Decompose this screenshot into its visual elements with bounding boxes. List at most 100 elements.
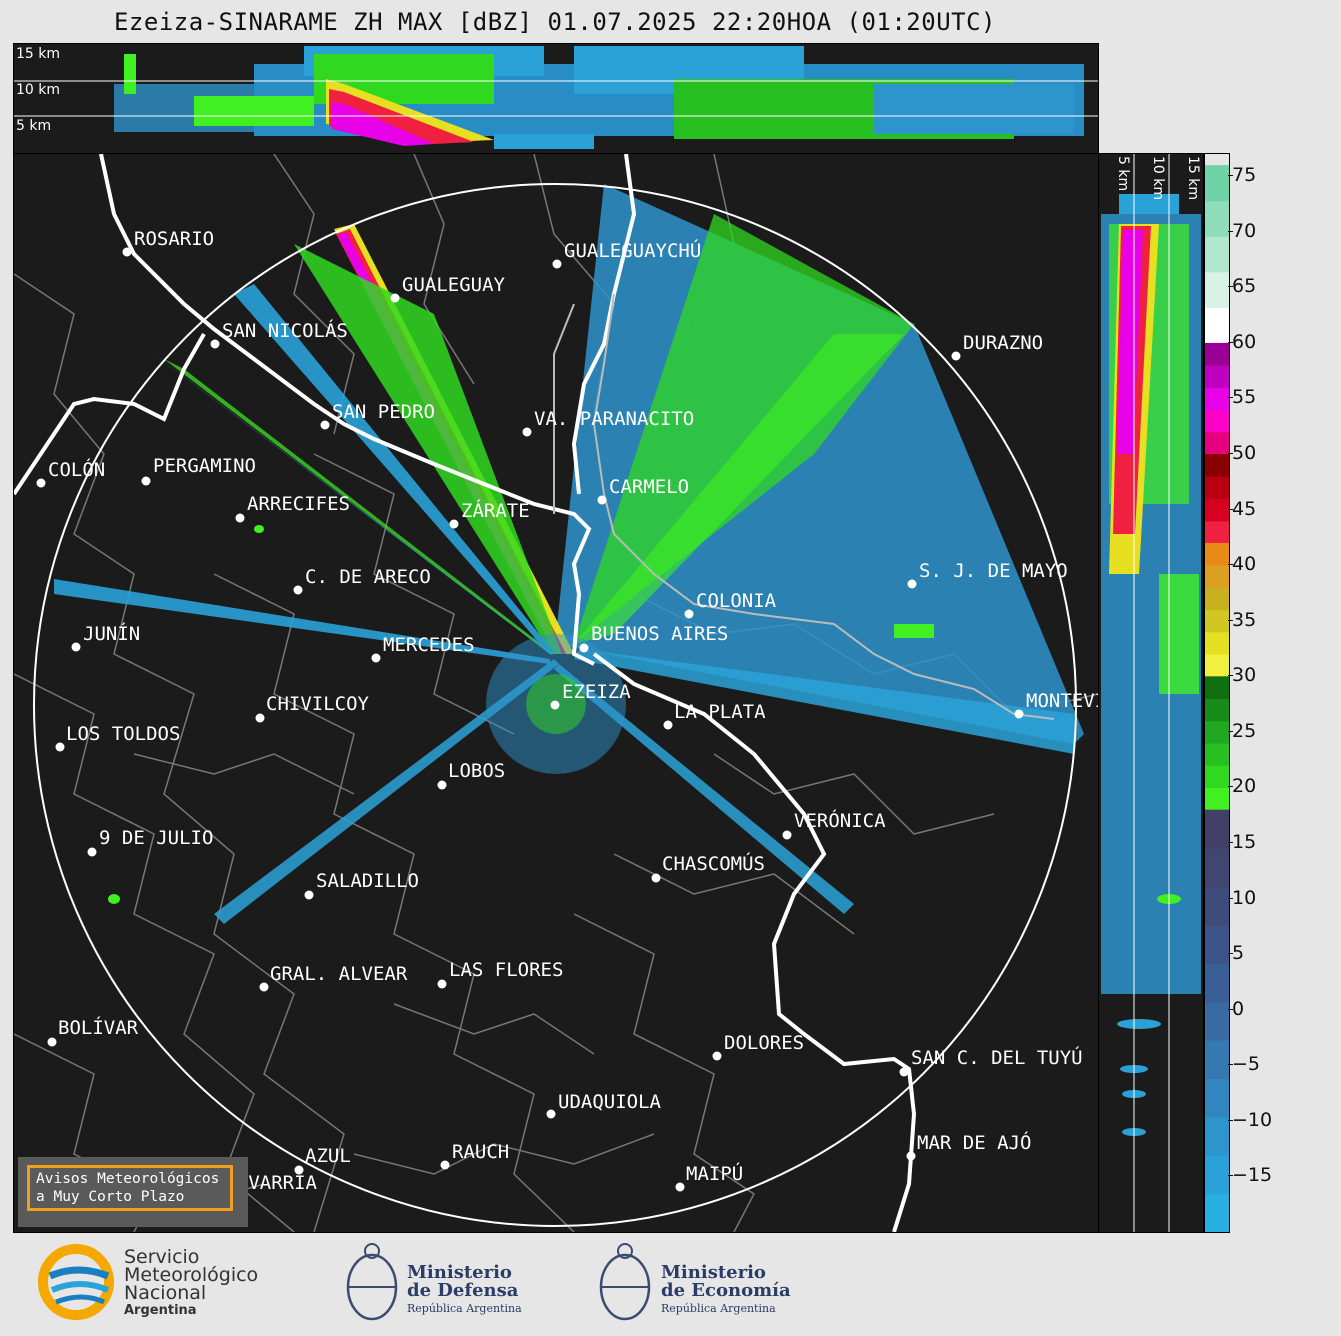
district-borders <box>14 154 1098 1232</box>
smn-logo-icon <box>38 1244 114 1320</box>
borders-international <box>553 293 1055 720</box>
city-label-BOLIVAR: BOLÍVAR <box>58 1016 139 1039</box>
smn-line4: Argentina <box>124 1303 197 1318</box>
avisos-badge[interactable]: Avisos Meteorológicos a Muy Corto Plazo <box>18 1157 248 1227</box>
smn-line3: Nacional <box>124 1282 207 1304</box>
city-BOLIVAR: BOLÍVAR <box>47 1016 139 1047</box>
defensa-line1: Ministerio <box>407 1262 512 1283</box>
city-label-MONTEVIDEO: MONTEVIDEO <box>1026 690 1098 712</box>
colorbar-band-3-5 <box>1205 542 1229 566</box>
city-VERONICA: VERÓNICA <box>782 808 886 840</box>
city-label-GUALEGUAY: GUALEGUAY <box>402 274 506 296</box>
colorbar-band-5-2 <box>1205 1116 1229 1156</box>
city-label-C-DE-ARECO: C. DE ARECO <box>305 566 431 588</box>
height-label-15km: 15 km <box>16 46 61 62</box>
colorbar-band-5-4 <box>1205 1040 1229 1079</box>
city-label-AZUL: AZUL <box>305 1145 351 1167</box>
city-label-DURAZNO: DURAZNO <box>963 332 1043 354</box>
city-label-LOBOS: LOBOS <box>448 760 505 782</box>
city-LOBOS: LOBOS <box>437 760 505 790</box>
colorbar-tick-label: −10 <box>1232 1108 1273 1131</box>
avisos-badge-frame: Avisos Meteorológicos a Muy Corto Plazo <box>27 1165 233 1211</box>
city-SAN-PEDRO: SAN PEDRO <box>320 401 435 430</box>
economia-line1: Ministerio <box>661 1262 766 1283</box>
city-label-S-J-DE-MAYO: S. J. DE MAYO <box>919 560 1068 582</box>
city-label-RAUCH: RAUCH <box>452 1141 509 1163</box>
city-S-J-DE-MAYO: S. J. DE MAYO <box>907 560 1068 589</box>
city-label-9-DE-JULIO: 9 DE JULIO <box>99 827 213 849</box>
radar-map-svg: ROSARIO GUALEGUAYCHÚ GUALEGUAY SAN NICOL… <box>14 154 1098 1232</box>
colorbar-tick-mark <box>1228 897 1233 899</box>
colorbar-band-4-3 <box>1205 720 1229 744</box>
colorbar-band-5-1 <box>1205 1155 1229 1195</box>
colorbar-band-1-2 <box>1205 387 1229 411</box>
city-CHIVILCOY: CHIVILCOY <box>255 693 370 723</box>
colorbar-band-0-1 <box>1205 271 1229 308</box>
coastlines <box>14 154 917 1232</box>
city-label-SAN-PEDRO: SAN PEDRO <box>332 401 435 423</box>
city-label-JUNIN: JUNÍN <box>83 622 140 645</box>
colorbar-band-0-3 <box>1205 200 1229 237</box>
city-LA-PLATA: LA PLATA <box>663 701 766 730</box>
colorbar-tick-mark <box>1228 175 1233 177</box>
colorbar-band-4-1 <box>1205 765 1229 788</box>
city-MAIPU: MAIPÚ <box>675 1161 743 1192</box>
city-label-CHASCOMUS: CHASCOMÚS <box>662 851 765 875</box>
colorbar-band-3-3 <box>1205 587 1229 611</box>
colorbar-tick-mark <box>1228 1008 1233 1010</box>
city-MAR-DE-AJO: MAR DE AJÓ <box>906 1130 1031 1161</box>
colorbar-band-3-4 <box>1205 565 1229 588</box>
colorbar-tick-label: 55 <box>1232 386 1257 409</box>
economia-shield-icon <box>599 1243 651 1321</box>
city-COLONIA: COLONIA <box>684 590 777 619</box>
city-label-LA-PLATA: LA PLATA <box>674 701 766 723</box>
height-label-10km: 10 km <box>16 82 61 98</box>
colorbar-band-2-0 <box>1205 520 1229 544</box>
city-markers: ROSARIO GUALEGUAYCHÚ GUALEGUAY SAN NICOL… <box>36 228 1098 1201</box>
city-DOLORES: DOLORES <box>712 1032 804 1061</box>
colorbar-tick-mark <box>1228 397 1233 399</box>
economia-line3: República Argentina <box>661 1302 776 1315</box>
city-label-VA-PARANACITO: VA. PARANACITO <box>534 408 694 430</box>
city-label-PERGAMINO: PERGAMINO <box>153 455 256 477</box>
city-label-VERONICA: VERÓNICA <box>794 808 886 832</box>
city-EZEIZA: EZEIZA <box>550 681 631 710</box>
colorbar-band-3-2 <box>1205 609 1229 633</box>
city-GUALEGUAYCHU: GUALEGUAYCHÚ <box>552 238 701 269</box>
colorbar-tick-mark <box>1228 953 1233 955</box>
colorbar-band-0-2 <box>1205 236 1229 273</box>
city-label-GRAL-ALVEAR: GRAL. ALVEAR <box>270 963 408 985</box>
defensa-wordmark: Ministerio de Defensa República Argentin… <box>407 1264 522 1318</box>
north-south-cross-section: 15 km 10 km 5 km <box>13 43 1099 154</box>
defensa-line2: de Defensa <box>407 1280 519 1301</box>
colorbar-band-5-0 <box>1205 1193 1229 1232</box>
colorbar-tick-mark <box>1228 508 1233 510</box>
city-LOS-TOLDOS: LOS TOLDOS <box>55 723 180 752</box>
city-label-COLONIA: COLONIA <box>696 590 777 612</box>
city-label-GUALEGUAYCHU: GUALEGUAYCHÚ <box>564 238 701 262</box>
side-echoes <box>1101 194 1201 1136</box>
city-SAN-NICOLAS: SAN NICOLÁS <box>210 319 348 349</box>
smn-line2: Meteorológico <box>124 1264 259 1286</box>
range-ring <box>33 183 1077 1227</box>
colorbar-band-3-1 <box>1205 631 1229 655</box>
colorbar-band-5-5 <box>1205 1001 1229 1041</box>
city-label-LOS-TOLDOS: LOS TOLDOS <box>66 723 180 745</box>
city-LAS-FLORES: LAS FLORES <box>437 959 563 989</box>
colorbar-tick-label: 70 <box>1232 219 1257 242</box>
colorbar-tick-label: 45 <box>1232 497 1257 520</box>
colorbar-band-1-1 <box>1205 409 1229 433</box>
colorbar-tick-label: 15 <box>1232 831 1257 854</box>
city-COLON: COLÓN <box>36 457 105 488</box>
colorbar-tick-mark <box>1228 1064 1233 1066</box>
city-label-LAS-FLORES: LAS FLORES <box>449 959 563 981</box>
economia-line2: de Economía <box>661 1280 791 1301</box>
city-MERCEDES: MERCEDES <box>371 634 475 663</box>
colorbar-tick-label: 30 <box>1232 664 1257 687</box>
colorbar-tick-label: −5 <box>1232 1053 1261 1076</box>
colorbar-tick-mark <box>1228 730 1233 732</box>
city-AZUL: AZUL <box>294 1145 351 1175</box>
colorbar-tick-label: 50 <box>1232 442 1257 465</box>
side-height-label-10km: 10 km <box>1150 156 1166 201</box>
city-label-MAR-DE-AJO: MAR DE AJÓ <box>917 1130 1031 1154</box>
